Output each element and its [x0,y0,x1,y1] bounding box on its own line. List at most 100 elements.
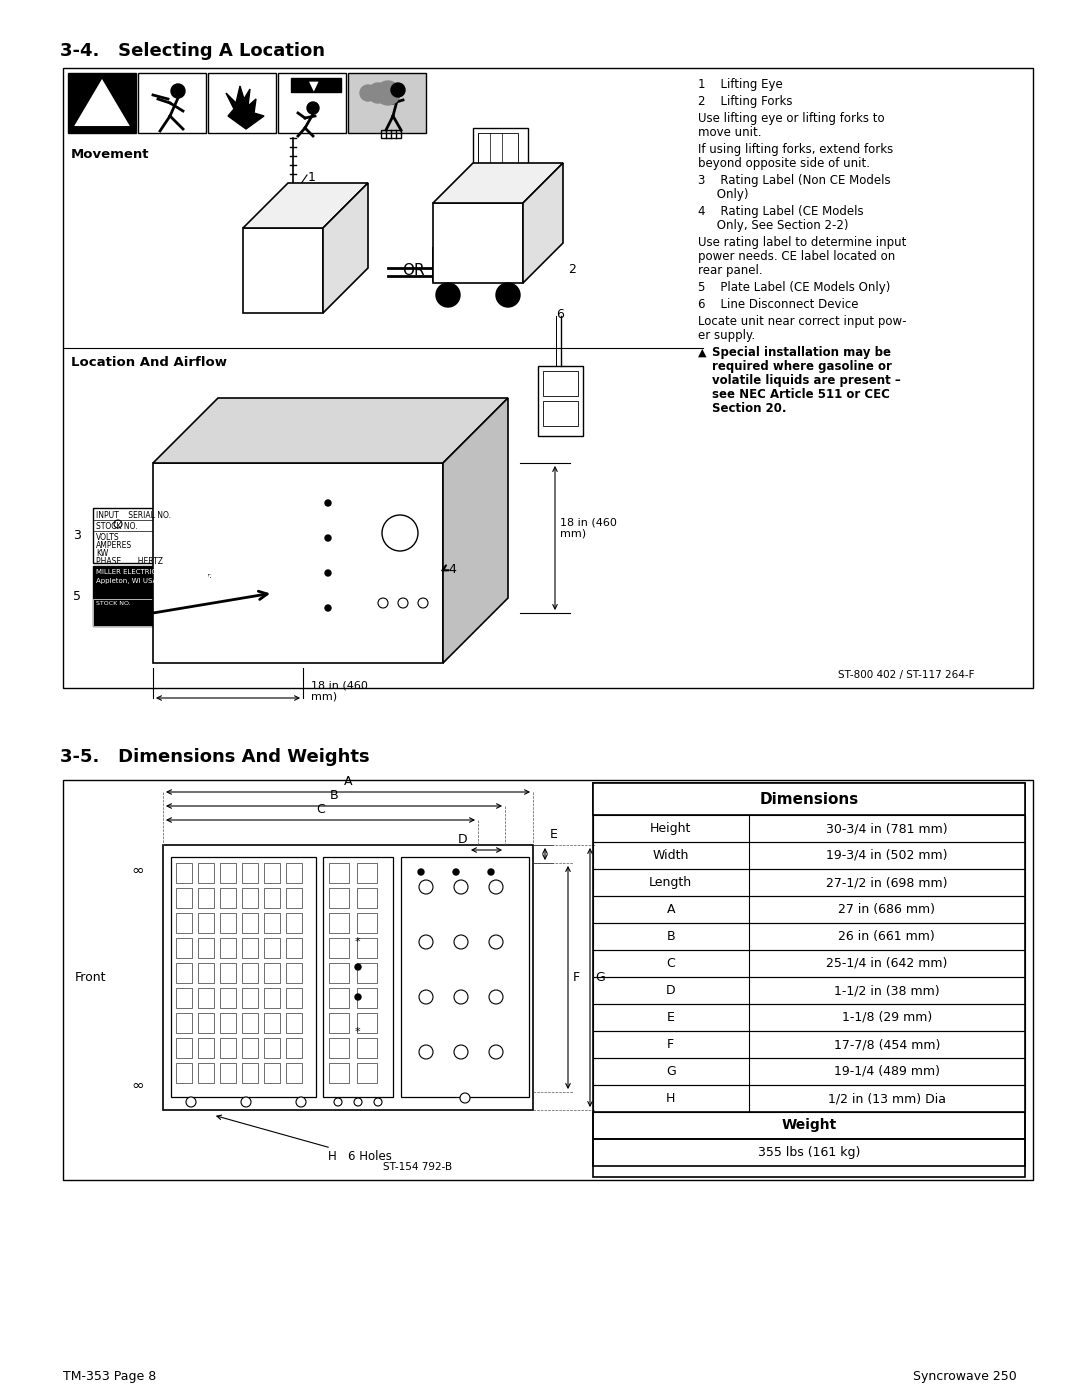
Text: 26 in (661 mm): 26 in (661 mm) [838,930,935,943]
Bar [242,988,258,1009]
Text: STOCK NO.: STOCK NO. [96,522,137,531]
Bar [268,573,284,591]
Text: D: D [666,983,676,997]
Text: 1-1/2 in (38 mm): 1-1/2 in (38 mm) [834,983,940,997]
Circle shape [418,598,428,608]
Text: AMPERES: AMPERES [96,541,132,550]
Bar [278,73,346,133]
Circle shape [436,284,460,307]
Bar [247,550,264,569]
Bar [158,474,298,648]
Bar [247,504,264,522]
Circle shape [378,598,388,608]
Bar [220,1038,237,1058]
Text: MILLER ELECTRIC MFG. CO.: MILLER ELECTRIC MFG. CO. [96,569,190,576]
Bar [268,527,284,545]
Bar [63,780,1032,1180]
Bar [593,895,1025,923]
Circle shape [188,569,208,588]
Bar [242,914,258,933]
Bar [198,1038,214,1058]
Circle shape [489,880,503,894]
Bar [93,566,218,599]
Bar [286,1013,302,1032]
Polygon shape [443,398,508,664]
Bar [226,597,242,615]
Circle shape [374,1098,382,1106]
Bar [593,977,1025,1004]
Text: OR: OR [402,263,424,278]
Bar [198,914,214,933]
Bar [268,619,284,637]
Bar [184,597,200,615]
Text: 2    Lifting Forks: 2 Lifting Forks [698,95,793,108]
Text: 5    Plate Label (CE Models Only): 5 Plate Label (CE Models Only) [698,281,890,293]
Bar [329,963,349,983]
Text: INPUT    SERIAL NO.: INPUT SERIAL NO. [96,511,171,520]
Bar [176,1013,192,1032]
Bar [247,597,264,615]
Text: Use lifting eye or lifting forks to: Use lifting eye or lifting forks to [698,112,885,124]
Text: 18 in (460
mm): 18 in (460 mm) [561,517,617,539]
Bar [268,597,284,615]
Polygon shape [76,81,129,124]
Bar [329,1038,349,1058]
Bar [163,481,179,499]
Text: D: D [458,833,468,847]
Bar [68,73,136,133]
Text: power needs. CE label located on: power needs. CE label located on [698,250,895,263]
Bar [593,782,1025,1178]
Circle shape [419,990,433,1004]
Bar [226,527,242,545]
Bar [308,506,323,527]
Bar [220,1013,237,1032]
Text: required where gasoline or: required where gasoline or [712,360,892,373]
Bar [156,599,218,626]
Bar [303,474,353,648]
Bar [329,863,349,883]
Text: E: E [666,1011,675,1024]
Bar [220,988,237,1009]
Bar [538,366,583,436]
Circle shape [325,535,330,541]
Bar [198,863,214,883]
Text: 17-7/8 (454 mm): 17-7/8 (454 mm) [834,1038,940,1051]
Text: beyond opposite side of unit.: beyond opposite side of unit. [698,156,870,170]
Text: 4: 4 [448,563,456,576]
Text: 27 in (686 mm): 27 in (686 mm) [838,902,935,916]
Bar [63,68,1032,687]
Text: 1/2 in (13 mm) Dia: 1/2 in (13 mm) Dia [827,1092,946,1105]
Text: Weight: Weight [781,1119,837,1133]
Bar [328,606,343,626]
Text: C: C [666,957,675,970]
Circle shape [489,1045,503,1059]
Text: 25-1/4 in (642 mm): 25-1/4 in (642 mm) [826,957,947,970]
Bar [184,619,200,637]
Bar [247,527,264,545]
Bar [593,1139,1025,1166]
Bar [242,1063,258,1083]
Bar [543,372,578,395]
Text: A: A [666,902,675,916]
Text: *: * [355,1027,361,1037]
Bar [308,556,323,576]
Circle shape [355,995,361,1000]
Bar [593,1031,1025,1058]
Bar [593,814,1025,842]
Text: Special installation may be: Special installation may be [712,346,891,359]
Text: G: G [666,1065,676,1078]
Bar [593,1085,1025,1112]
Circle shape [391,82,405,96]
Bar [357,1038,377,1058]
Text: 6: 6 [556,307,565,321]
Bar [242,937,258,958]
Text: 30-3/4 in (781 mm): 30-3/4 in (781 mm) [826,821,947,835]
Bar [205,504,221,522]
Bar [286,937,302,958]
Bar [163,504,179,522]
Text: Section 20.: Section 20. [712,402,786,415]
Bar [184,481,200,499]
Bar [247,481,264,499]
Text: G: G [595,971,605,983]
Text: PHASE       HERTZ: PHASE HERTZ [96,557,163,566]
